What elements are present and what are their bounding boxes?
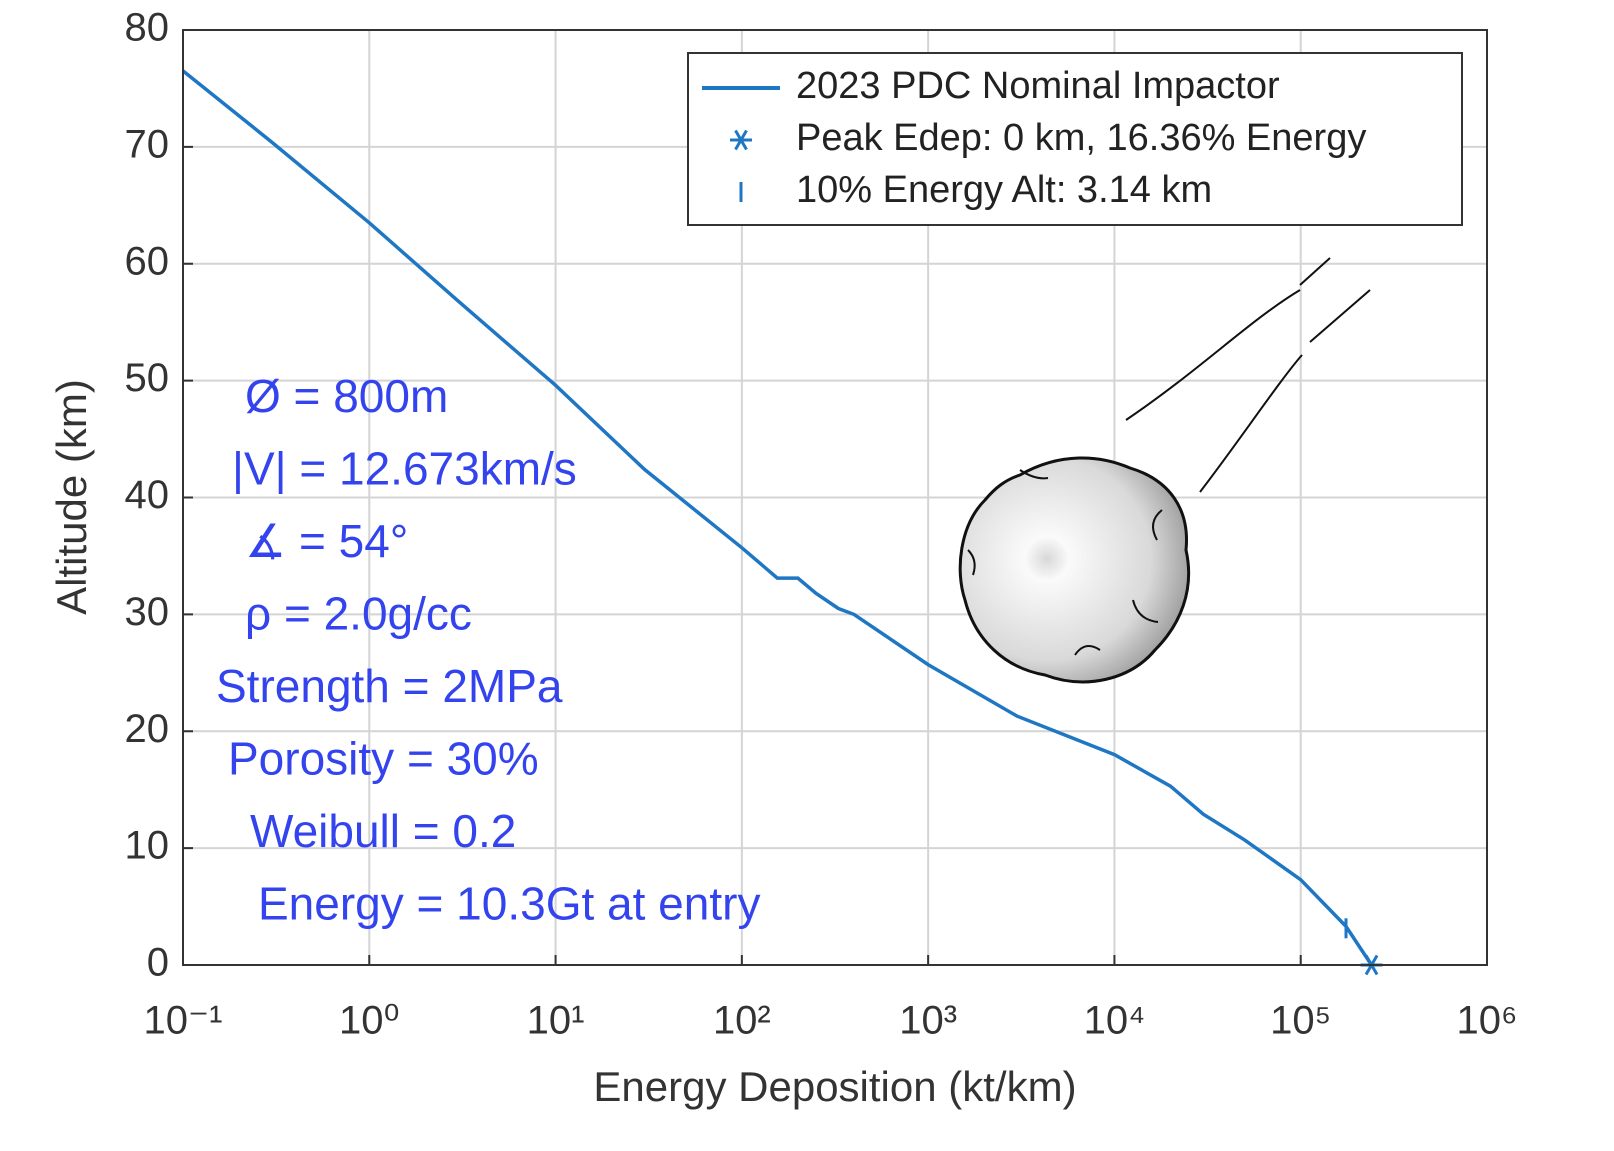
x-tick-label: 10¹ (527, 999, 585, 1043)
legend-label: 2023 PDC Nominal Impactor (796, 65, 1280, 107)
x-tick-label: 10² (713, 999, 771, 1043)
y-tick-label: 0 (147, 941, 169, 985)
parameter-note: |V| = 12.673km/s (232, 443, 577, 495)
y-tick-label: 40 (125, 473, 170, 517)
asterisk-stroke (734, 129, 748, 151)
parameter-note: Energy = 10.3Gt at entry (258, 878, 760, 930)
crater (1152, 509, 1163, 541)
x-tick-label: 10⁶ (1457, 999, 1518, 1043)
legend-label: Peak Edep: 0 km, 16.36% Energy (796, 117, 1366, 159)
legend-box (687, 52, 1463, 226)
streak (1299, 257, 1331, 286)
y-tick-label: 50 (125, 356, 170, 400)
crater (1132, 599, 1159, 623)
asteroid-body (958, 456, 1191, 684)
y-tick-label: 60 (125, 239, 170, 283)
streak (1199, 354, 1303, 493)
x-tick-label: 10³ (899, 999, 957, 1043)
streak (1125, 289, 1301, 421)
y-tick-label: 20 (125, 707, 170, 751)
y-axis-title: Altitude (km) (48, 379, 95, 615)
legend: 2023 PDC Nominal Impactor Peak Edep: 0 km… (687, 52, 1463, 226)
y-tick-label: 10 (125, 824, 170, 868)
legend-label: 10% Energy Alt: 3.14 km (796, 169, 1212, 211)
parameter-note: Strength = 2MPa (216, 660, 563, 712)
parameter-note: ρ = 2.0g/cc (245, 588, 472, 640)
crater (1019, 469, 1049, 480)
annotations: Ø = 800m |V| = 12.673km/s ∡ = 54° ρ = 2.0g/… (216, 370, 760, 930)
x-tick-label: 10⁵ (1270, 999, 1331, 1043)
asteroid-illustration (958, 257, 1371, 684)
crater (967, 549, 976, 576)
y-tick-label: 70 (125, 122, 170, 166)
y-tick-label: 80 (125, 6, 170, 50)
parameter-note: Ø = 800m (245, 370, 448, 422)
x-tick-label: 10⁰ (339, 999, 400, 1043)
marker-asterisk (730, 129, 752, 151)
crater (1074, 645, 1101, 656)
parameter-note: ∡ = 54° (245, 515, 408, 567)
parameter-note: Porosity = 30% (228, 733, 539, 785)
x-tick-label: 10⁴ (1084, 999, 1146, 1043)
y-tick-label: 30 (125, 590, 170, 634)
parameter-note: Weibull = 0.2 (250, 805, 516, 857)
x-tick-label: 10⁻¹ (144, 999, 223, 1043)
x-axis-title: Energy Deposition (kt/km) (593, 1063, 1076, 1110)
data-line (181, 69, 1373, 966)
streak (1309, 289, 1371, 343)
